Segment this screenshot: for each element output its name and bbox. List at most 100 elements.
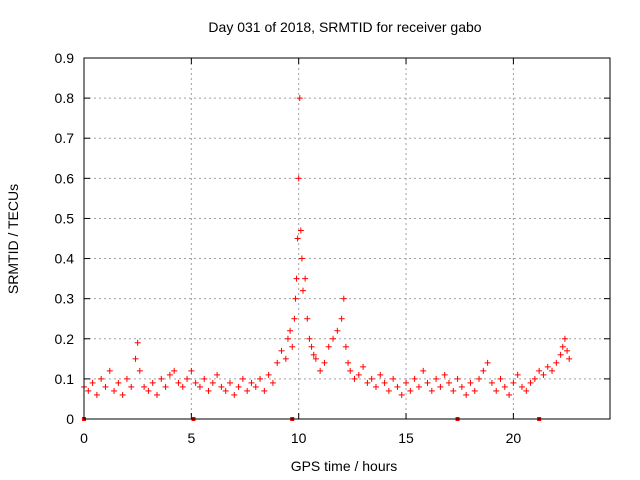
data-point [501,383,508,390]
data-point [549,367,556,374]
data-point [179,383,186,390]
data-point [287,327,294,334]
data-point [296,95,303,102]
data-point [248,379,255,386]
data-point [480,367,487,374]
x-tick-label: 0 [80,430,88,446]
data-point [304,315,311,322]
data-point [345,359,352,366]
data-point [141,383,148,390]
data-point [536,367,543,374]
x-tick-label: 10 [291,430,307,446]
data-point [205,387,212,394]
data-point [559,343,566,350]
data-point [340,295,347,302]
data-point [294,235,301,242]
data-point [445,379,452,386]
data-point [325,343,332,350]
data-point [390,375,397,382]
y-tick-label: 0.8 [55,90,75,106]
data-point [244,387,251,394]
data-point [111,387,118,394]
y-tick-label: 0 [66,411,74,427]
data-point [218,383,225,390]
data-point [261,387,268,394]
data-point [355,371,362,378]
data-point [291,315,298,322]
data-point [540,371,547,378]
data-point [330,335,337,342]
data-point [175,379,182,386]
data-point [518,383,525,390]
data-point [302,275,309,282]
data-point [463,391,470,398]
data-point [338,315,345,322]
data-point [98,375,105,382]
data-point [441,371,448,378]
data-point [561,335,568,342]
data-point [484,359,491,366]
data-point [312,355,319,362]
data-point [407,387,414,394]
data-point [321,359,328,366]
data-point [381,379,388,386]
data-point [192,379,199,386]
data-point [295,175,302,182]
y-tick-label: 0.4 [55,251,75,267]
data-point [566,355,573,362]
data-point [523,387,530,394]
chart-title: Day 031 of 2018, SRMTID for receiver gab… [208,19,481,35]
data-point [226,379,233,386]
data-point [403,379,410,386]
data-point [269,379,276,386]
data-point [93,391,100,398]
data-point [209,379,216,386]
data-point [398,391,405,398]
y-tick-label: 0.5 [55,210,75,226]
data-point [115,379,122,386]
data-point [274,359,281,366]
data-point [557,351,564,358]
y-axis-label: SRMTID / TECUs [5,184,21,294]
data-point [201,375,208,382]
data-point [364,379,371,386]
data-point [257,375,264,382]
data-point [299,287,306,294]
data-point [411,375,418,382]
data-point [136,367,143,374]
plot-frame [83,57,611,420]
x-axis-label: GPS time / hours [291,458,398,474]
data-point [488,379,495,386]
data-point [149,379,156,386]
data-point [544,363,551,370]
data-point [214,371,221,378]
data-points [81,95,573,398]
x-tick-label: 15 [398,430,414,446]
data-point [119,391,126,398]
y-tick-label: 0.7 [55,130,75,146]
data-point [454,375,461,382]
data-point [476,375,483,382]
data-point [308,343,315,350]
data-point [162,383,169,390]
data-point [415,383,422,390]
y-tick-label: 0.2 [55,331,75,347]
data-point [282,355,289,362]
data-point [166,371,173,378]
data-point [334,327,341,334]
data-point [252,383,259,390]
data-point [347,367,354,374]
data-point [134,339,141,346]
data-point [428,387,435,394]
data-point [85,387,92,394]
data-point [471,387,478,394]
data-point [351,375,358,382]
data-point [106,367,113,374]
data-point [235,383,242,390]
data-point [292,295,299,302]
y-tick-label: 0.6 [55,170,75,186]
data-point [196,383,203,390]
data-point [222,387,229,394]
data-point [506,391,513,398]
